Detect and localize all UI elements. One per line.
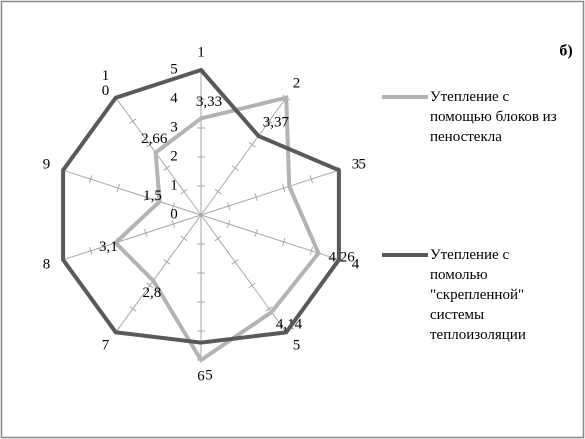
tick-mark [163,259,171,265]
legend-label: Утепление с помолью "скрепленной" систем… [430,247,526,343]
spoke [200,169,340,216]
tick-mark [144,193,148,202]
tick-mark [231,259,239,265]
tick-mark [171,220,176,228]
tick-mark [282,237,286,246]
spoke [115,214,202,333]
category-label: 10 [101,67,110,99]
tick-mark [163,165,171,171]
tick-mark [309,175,314,184]
data-label: 5 [358,157,366,173]
series-line [61,67,341,345]
r-tick-label: 5 [170,61,178,77]
category-label: 9 [42,156,51,173]
tick-mark [265,306,273,312]
r-tick-label: 0 [170,206,178,222]
tick-mark [88,175,93,184]
category-label: 3 [351,156,360,173]
spoke [115,97,202,216]
tick-mark [146,282,154,289]
tick-mark [129,306,137,312]
tick-mark [88,246,93,255]
data-label: 2,8 [143,285,162,301]
spoke [62,214,202,261]
data-label: 3,33 [196,94,222,110]
spoke [200,214,287,333]
tick-mark [214,188,222,195]
tick-mark [129,118,137,124]
category-label: 8 [42,256,51,273]
tick-mark [226,202,231,210]
tick-mark [214,235,222,242]
spoke [200,97,287,216]
r-tick-label: 2 [170,148,178,164]
tick-mark [116,184,120,193]
tick-mark [248,282,256,289]
tick-mark [226,220,231,228]
legend-label: Утепление с помощью блоков из пеностекла [430,89,557,145]
tick-mark [231,165,239,171]
category-label: 4 [351,256,360,273]
data-label: 3,1 [99,239,118,255]
category-label: 6 [197,368,205,385]
corner-label: б) [559,43,572,60]
tick-mark [254,228,258,237]
category-label: 1 [197,44,205,61]
tick-mark [254,193,258,202]
r-tick-label: 4 [170,90,178,106]
data-label: 5 [205,367,213,383]
r-tick-label: 1 [170,177,178,193]
tick-mark [146,141,154,148]
tick-mark [180,188,188,195]
tick-mark [180,235,188,242]
spoke [62,169,202,216]
series-line [112,95,321,363]
tick-mark [144,228,148,237]
tick-mark [282,184,286,193]
category-label: 5 [292,337,301,354]
tick-mark [265,118,273,124]
category-label: 7 [101,337,110,354]
data-label: 1,5 [143,188,162,204]
data-label: 3,37 [263,114,290,130]
data-label: 2,66 [141,131,168,147]
category-label: 2 [292,75,301,92]
tick-mark [171,202,176,210]
r-tick-label: 3 [170,119,178,135]
tick-mark [248,141,256,148]
tick-mark [309,246,314,255]
spoke [200,214,340,261]
